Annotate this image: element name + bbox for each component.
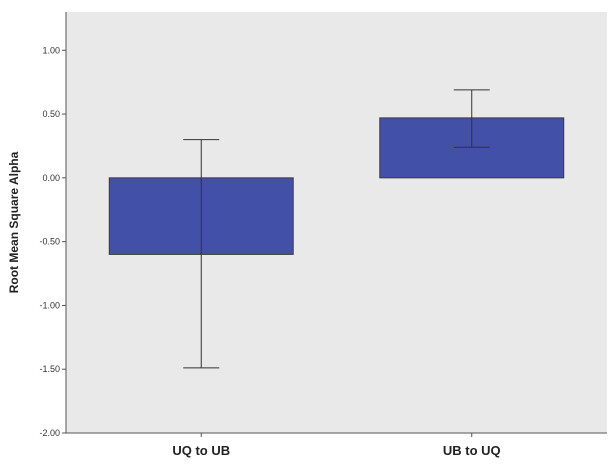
y-axis-title: Root Mean Square Alpha <box>7 151 21 293</box>
y-tick-label: 1.00 <box>42 45 60 55</box>
y-tick-label: -0.50 <box>39 237 60 247</box>
error-bars-group <box>183 89 490 369</box>
y-tick-label: 0.50 <box>42 109 60 119</box>
y-ticks-group: -2.00 -1.50 -1.00 -0.50 0.00 0.50 1.00 <box>39 45 66 438</box>
y-tick-label: -2.00 <box>39 428 60 438</box>
y-tick-label: -1.00 <box>39 300 60 310</box>
x-categories-group: UQ to UB UB to UQ <box>172 433 501 458</box>
y-tick-label: -1.50 <box>39 364 60 374</box>
y-tick-label: 0.00 <box>42 173 60 183</box>
bars-group <box>108 117 565 255</box>
x-category-label: UQ to UB <box>172 443 230 458</box>
x-category-label: UB to UQ <box>443 443 501 458</box>
